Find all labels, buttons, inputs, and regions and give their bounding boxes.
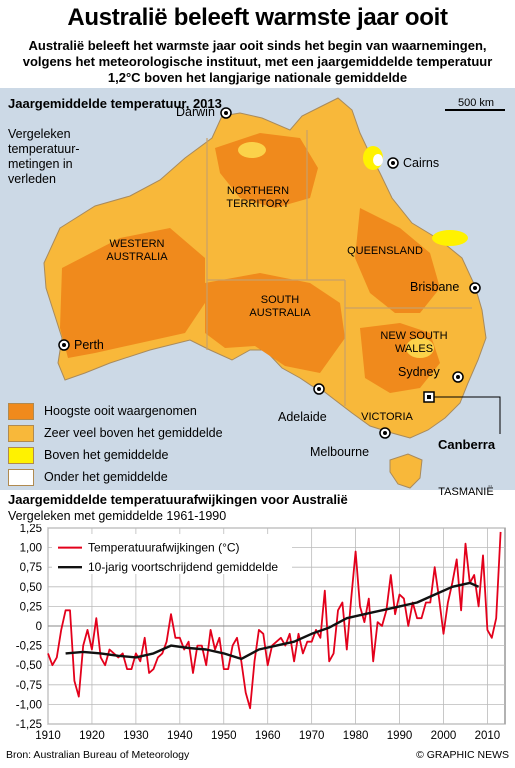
legend-label-record: Hoogste ooit waargenomen: [44, 404, 197, 418]
legend-label: Temperatuurafwijkingen (°C): [88, 541, 240, 555]
x-tick-label: 1940: [167, 730, 193, 742]
legend-label: 10-jarig voortschrijdend gemiddelde: [88, 560, 278, 574]
legend-row-record: Hoogste ooit waargenomen: [8, 400, 223, 422]
chart-subtitle: Vergeleken met gemiddelde 1961-1990: [8, 509, 227, 523]
legend-swatch-very-above: [8, 424, 34, 442]
y-tick-label: -1,25: [16, 719, 42, 731]
state-northern-territory: NORTHERN TERRITORY: [226, 185, 290, 210]
temperature-anomaly-chart: 1,25 1,00 0,75 0,50 0,25 0 -0,25 -0,50 -0,75 -1,0…: [16, 524, 506, 742]
map-legend: Hoogste ooit waargenomen Zeer veel boven…: [8, 400, 223, 488]
y-tick-label: -1,00: [16, 699, 42, 711]
series-line-moving-average: [65, 581, 480, 661]
state-new-south-wales: NEW SOUTH WALES: [380, 330, 448, 355]
page-title: Australië beleeft warmste jaar ooit: [67, 4, 448, 31]
city-markers: [58, 107, 501, 439]
x-tick-label: 1910: [35, 730, 61, 742]
x-tick-label: 2000: [431, 730, 457, 742]
credit-note: © GRAPHIC NEWS: [416, 749, 509, 761]
state-queensland: QUEENSLAND: [347, 245, 423, 257]
x-tick-label: 1920: [79, 730, 105, 742]
state-borders: [206, 130, 472, 406]
x-tick-label: 1970: [299, 730, 325, 742]
australia-map: [43, 97, 505, 489]
source-note: Bron: Australian Bureau of Meteorology: [6, 749, 190, 761]
warm-spot-3: [432, 230, 468, 246]
city-sydney: Sydney: [398, 365, 440, 379]
x-tick-label: 1930: [123, 730, 149, 742]
legend-swatch-record: [8, 402, 34, 420]
city-perth: Perth: [74, 338, 104, 352]
warm-spot-4: [406, 338, 434, 358]
hot-zone-east: [355, 208, 440, 313]
state-western-australia: WESTERN AUSTRALIA: [106, 238, 168, 263]
city-brisbane: Brisbane: [410, 280, 460, 294]
city-canberra: Canberra: [438, 437, 496, 452]
x-tick-label: 1950: [211, 730, 237, 742]
city-adelaide: Adelaide: [278, 410, 327, 424]
warm-spot-1: [238, 142, 266, 158]
legend-row-very-above: Zeer veel boven het gemiddelde: [8, 422, 223, 444]
y-tick-label: -0,50: [16, 660, 42, 672]
scale-label: 500 km: [458, 97, 495, 109]
city-cairns: Cairns: [403, 156, 440, 170]
legend-row-above: Boven het gemiddelde: [8, 444, 223, 466]
page-subtitle: Australië beleeft het warmste jaar ooit …: [22, 38, 493, 85]
y-tick-label: 0,25: [20, 601, 42, 613]
x-tick-label: 2010: [475, 730, 501, 742]
hot-zone-center: [205, 273, 345, 373]
hot-zone-west: [60, 228, 205, 358]
legend-box: [52, 534, 292, 574]
y-tick-label: 0,75: [20, 562, 42, 574]
legend-row-below: Onder het gemiddelde: [8, 466, 223, 488]
city-melbourne: Melbourne: [310, 445, 370, 459]
y-tick-label: 0,50: [20, 582, 42, 594]
map-legend-subtitle: Vergeleken temperatuur-metingen in verle…: [8, 127, 80, 186]
legend-swatch-below: [8, 468, 34, 486]
state-south-australia: SOUTH AUSTRALIA: [249, 294, 311, 319]
tasmania: [389, 453, 423, 489]
legend-label-below: Onder het gemiddelde: [44, 470, 168, 484]
state-tasmania: TASMANIË: [438, 486, 494, 498]
legend-label-above: Boven het gemiddelde: [44, 448, 169, 462]
y-tick-label: -0,25: [16, 641, 42, 653]
y-tick-label: 1,25: [20, 524, 42, 535]
y-tick-label: 1,00: [20, 543, 42, 555]
x-tick-label: 1980: [343, 730, 369, 742]
state-victoria: VICTORIA: [361, 411, 413, 423]
map-legend-title: Jaargemiddelde temperatuur, 2013: [8, 96, 222, 111]
y-tick-label: -0,75: [16, 680, 42, 692]
legend-label-very-above: Zeer veel boven het gemiddelde: [44, 426, 223, 440]
legend-swatch-above: [8, 446, 34, 464]
y-tick-label: 0: [36, 621, 42, 633]
x-tick-label: 1990: [387, 730, 413, 742]
map-panel: Jaargemiddelde temperatuur, 2013 Vergele…: [0, 88, 515, 498]
canberra-leader: [434, 396, 501, 434]
x-tick-label: 1960: [255, 730, 281, 742]
chart-title: Jaargemiddelde temperatuurafwijkingen vo…: [8, 492, 348, 507]
warm-spot-5: [373, 154, 383, 166]
city-darwin: Darwin: [176, 105, 215, 119]
